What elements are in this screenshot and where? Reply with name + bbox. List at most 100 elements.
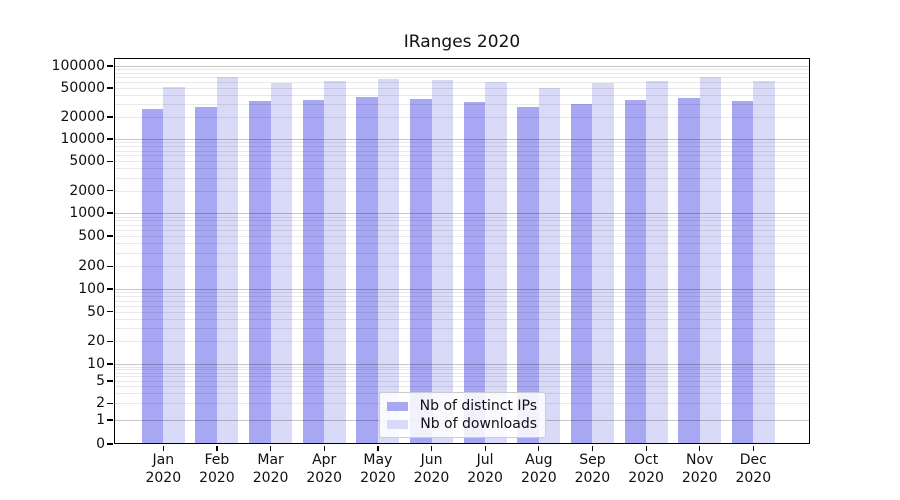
gridline-minor bbox=[114, 252, 810, 254]
gridline-minor bbox=[114, 142, 810, 144]
y-tick-mark bbox=[107, 340, 113, 343]
gridline-minor bbox=[114, 386, 810, 388]
bar-distinct-ips bbox=[731, 100, 754, 444]
bar-distinct-ips bbox=[249, 101, 271, 444]
gridline-minor bbox=[114, 311, 810, 313]
gridline-minor bbox=[114, 328, 810, 330]
x-tick-label: Jul 2020 bbox=[467, 452, 503, 486]
bar-distinct-ips bbox=[517, 106, 539, 444]
legend: Nb of distinct IPs Nb of downloads bbox=[379, 392, 546, 438]
x-tick-mark bbox=[377, 445, 379, 451]
gridline-minor bbox=[114, 104, 810, 106]
x-tick-mark bbox=[484, 445, 486, 451]
bar-distinct-ips bbox=[195, 106, 217, 444]
y-tick-label: 200 bbox=[78, 258, 105, 275]
bar-distinct-ips bbox=[141, 108, 164, 444]
y-tick-label: 5 bbox=[96, 372, 105, 389]
y-tick-mark bbox=[107, 443, 113, 445]
y-tick-label: 1 bbox=[96, 412, 105, 428]
gridline-major bbox=[114, 289, 810, 290]
y-tick-mark bbox=[107, 380, 113, 382]
bar-downloads bbox=[699, 77, 722, 444]
x-tick-mark bbox=[162, 445, 164, 451]
plot-area bbox=[114, 58, 810, 444]
y-tick-label: 2 bbox=[96, 395, 105, 412]
bar-downloads bbox=[592, 82, 614, 444]
gridline-minor bbox=[114, 155, 810, 157]
x-tick-label: Jun 2020 bbox=[413, 452, 450, 486]
x-tick-label: Mar 2020 bbox=[252, 452, 289, 486]
legend-item-distinct-ips: Nb of distinct IPs bbox=[387, 398, 537, 414]
gridline-minor bbox=[114, 235, 810, 237]
bar-downloads bbox=[646, 81, 668, 444]
chart-title: IRanges 2020 bbox=[403, 32, 521, 52]
gridline-minor bbox=[114, 95, 810, 96]
gridline-minor bbox=[114, 376, 810, 378]
bar-downloads bbox=[485, 81, 507, 444]
y-tick-mark bbox=[107, 402, 113, 404]
x-tick-label: Feb 2020 bbox=[199, 452, 235, 486]
y-tick-label: 500 bbox=[78, 227, 105, 244]
y-tick-label: 5000 bbox=[69, 153, 105, 170]
y-tick-mark bbox=[107, 65, 113, 67]
legend-label-downloads: Nb of downloads bbox=[420, 416, 537, 432]
legend-swatch-downloads bbox=[387, 419, 408, 429]
bar-distinct-ips bbox=[410, 99, 432, 444]
gridline-minor bbox=[114, 146, 810, 148]
y-tick-mark bbox=[107, 116, 113, 118]
gridline-minor bbox=[114, 318, 810, 320]
y-tick-mark bbox=[107, 160, 113, 162]
x-tick-label: Nov 2020 bbox=[681, 452, 718, 486]
gridline-minor bbox=[114, 229, 810, 231]
bar-downloads bbox=[753, 81, 775, 444]
x-tick-mark bbox=[538, 445, 540, 451]
gridline-minor bbox=[114, 266, 810, 268]
y-tick-label: 10000 bbox=[60, 131, 105, 147]
bar-downloads bbox=[324, 80, 346, 444]
gridline-minor bbox=[114, 369, 810, 371]
gridline-major bbox=[114, 66, 810, 67]
gridline-minor bbox=[114, 243, 810, 245]
y-tick-mark bbox=[107, 419, 113, 421]
y-tick-label: 20 bbox=[87, 333, 105, 350]
x-tick-mark bbox=[752, 445, 754, 451]
gridline-minor bbox=[114, 161, 810, 163]
y-tick-label: 50 bbox=[87, 303, 105, 320]
bar-downloads bbox=[270, 83, 293, 444]
gridline-minor bbox=[114, 216, 810, 218]
y-tick-mark bbox=[107, 235, 113, 237]
gridline-minor bbox=[114, 69, 810, 71]
bar-distinct-ips bbox=[678, 98, 700, 444]
x-tick-label: May 2020 bbox=[360, 452, 396, 486]
x-tick-label: Jan 2020 bbox=[145, 452, 182, 486]
gridline-minor bbox=[114, 380, 810, 382]
bar-downloads bbox=[431, 80, 453, 444]
gridline-minor bbox=[114, 82, 810, 84]
x-tick-mark bbox=[323, 445, 325, 451]
legend-item-downloads: Nb of downloads bbox=[387, 416, 537, 432]
y-tick-mark bbox=[107, 212, 113, 214]
x-tick-mark bbox=[216, 445, 218, 451]
bar-distinct-ips bbox=[302, 100, 325, 444]
y-tick-mark bbox=[107, 265, 113, 267]
y-tick-label: 50000 bbox=[60, 80, 105, 96]
gridline-major bbox=[114, 139, 810, 140]
gridline-minor bbox=[114, 220, 810, 222]
bar-downloads bbox=[216, 77, 239, 444]
y-tick-label: 10 bbox=[87, 356, 105, 372]
bar-distinct-ips bbox=[463, 102, 486, 444]
gridline-minor bbox=[114, 117, 810, 118]
x-tick-label: Aug 2020 bbox=[520, 452, 557, 486]
x-tick-label: Apr 2020 bbox=[306, 452, 342, 486]
gridline-minor bbox=[114, 366, 810, 368]
y-tick-label: 20000 bbox=[60, 109, 105, 125]
gridline-minor bbox=[114, 88, 810, 89]
y-tick-label: 0 bbox=[96, 436, 105, 452]
bar-downloads bbox=[163, 86, 185, 444]
gridline-minor bbox=[114, 305, 810, 307]
x-tick-mark bbox=[591, 445, 594, 451]
y-tick-mark bbox=[107, 190, 113, 192]
x-tick-mark bbox=[699, 445, 701, 451]
gridline-minor bbox=[114, 300, 810, 302]
